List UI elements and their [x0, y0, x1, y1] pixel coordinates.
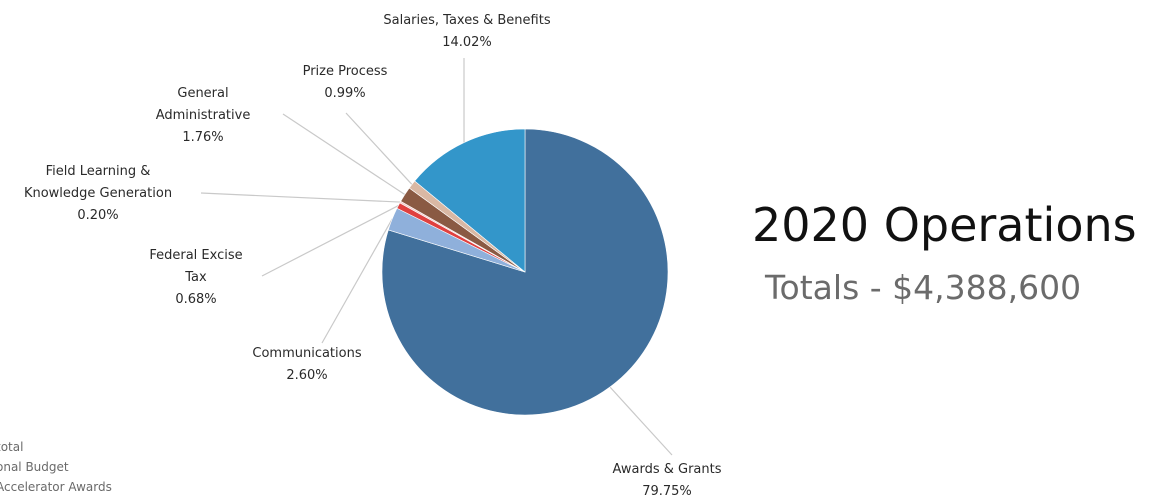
- leader-line: [282, 113, 406, 196]
- slice-label-line: Knowledge Generation: [24, 186, 172, 201]
- slice-label-line: 0.20%: [77, 208, 118, 223]
- leader-line: [261, 205, 399, 277]
- slice-label-line: Salaries, Taxes & Benefits: [383, 13, 550, 28]
- slice-label-line: Field Learning &: [46, 164, 151, 179]
- slice-label-line: Federal Excise: [149, 248, 242, 263]
- slice-label-line: Prize Process: [303, 64, 388, 79]
- slice-label: Awards & Grants 79.75%: [612, 462, 721, 499]
- legend-item: Accelerator Awards: [0, 480, 112, 494]
- slice-label-line: Communications: [252, 346, 361, 361]
- chart-title: 2020 Operations: [752, 198, 1137, 252]
- slice-label-line: 14.02%: [442, 35, 492, 50]
- pie-slice-salaries-taxes-benefits: [414, 128, 526, 273]
- leader-line: [345, 112, 413, 185]
- slice-label: Communications 2.60%: [252, 346, 361, 383]
- legend-item: total: [0, 440, 24, 454]
- slice-label: General Administrative 1.76%: [156, 86, 251, 145]
- chart-subtitle: Totals - $4,388,600: [765, 268, 1082, 307]
- slice-label: Field Learning & Knowledge Generation 0.20…: [24, 164, 172, 223]
- slice-label-line: 0.68%: [175, 292, 216, 307]
- slice-label-line: Administrative: [156, 108, 251, 123]
- slice-label-line: 0.99%: [324, 86, 365, 101]
- slice-label: Salaries, Taxes & Benefits 14.02%: [383, 13, 550, 50]
- leader-line: [609, 386, 673, 456]
- slice-label-line: 1.76%: [182, 130, 223, 145]
- slice-label: Prize Process 0.99%: [303, 64, 388, 101]
- slice-label-line: Awards & Grants: [612, 462, 721, 477]
- leader-line: [321, 218, 393, 344]
- slice-label-line: 79.75%: [642, 484, 692, 499]
- slice-label-line: General: [177, 86, 228, 101]
- slice-label-line: Tax: [184, 270, 207, 285]
- legend-item: onal Budget: [0, 460, 69, 474]
- leader-line: [200, 192, 401, 203]
- legend-fragment: total onal Budget Accelerator Awards: [0, 437, 112, 497]
- slice-label: Federal Excise Tax 0.68%: [149, 248, 242, 307]
- slice-label-line: 2.60%: [286, 368, 327, 383]
